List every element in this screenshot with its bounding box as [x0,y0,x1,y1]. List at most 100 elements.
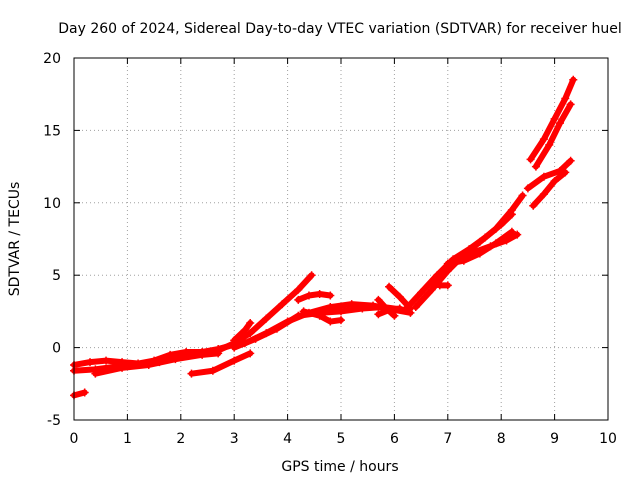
data-point [395,292,404,301]
y-tick-label: 15 [43,123,61,139]
data-point [369,301,378,310]
data-point [427,279,436,288]
y-axis-label: SDTVAR / TECUs [7,182,23,297]
data-point [526,155,535,164]
data-point [374,295,383,304]
data-point [347,300,356,309]
data-point [299,307,308,316]
x-tick-label: 2 [176,431,185,447]
data-point [262,329,271,338]
series-line [530,169,569,209]
data-point [529,201,538,210]
data-point [304,291,313,300]
series-trace-7 [230,318,255,345]
series-trace-19 [427,279,452,290]
data-point [475,237,484,246]
data-point [240,339,249,348]
data-point [187,369,196,378]
data-point [561,94,570,103]
data-point [443,266,452,275]
data-point [569,75,578,84]
data-point [550,177,559,186]
data-point [385,305,394,314]
axis-ticks: 0 1 2 3 4 5 6 7 8 9 10 -5 0 5 10 15 20 [43,51,617,447]
data-point [102,356,111,365]
x-tick-label: 8 [497,431,506,447]
x-tick-label: 1 [123,431,132,447]
data-point [337,316,345,325]
y-tick-label: 0 [52,341,61,357]
data-point [91,369,100,378]
series-layer [70,75,578,400]
data-point [326,291,335,300]
data-point [118,363,127,372]
series-line [532,101,574,170]
data-point [80,388,89,397]
x-tick-label: 10 [599,431,617,447]
data-point [507,206,516,215]
data-point [198,350,207,359]
x-tick-label: 0 [70,431,79,447]
data-point [443,281,452,290]
data-point [539,172,548,181]
series-trace-5 [187,349,255,378]
data-point [454,253,463,262]
data-point [539,135,548,144]
series-trace-18 [454,230,522,262]
x-tick-label: 3 [230,431,239,447]
data-point [278,300,287,309]
data-point [443,259,452,268]
data-point [395,304,404,313]
x-axis-label: GPS time / hours [281,459,398,475]
data-point [337,307,345,316]
data-point [214,346,223,355]
y-tick-label: 5 [52,268,61,284]
data-point [550,114,559,123]
series-trace-10 [294,290,335,304]
data-point [539,190,548,199]
series-line [524,157,574,192]
data-point [566,156,575,165]
data-point [531,162,540,171]
x-tick-label: 9 [550,431,559,447]
data-point [523,184,532,193]
data-point [294,295,303,304]
series-line [300,308,344,325]
y-tick-label: 20 [43,51,61,67]
data-point [326,317,335,326]
data-point [433,271,442,280]
data-point [144,360,153,369]
data-point [240,326,249,335]
series-trace-22 [526,75,578,164]
data-point [326,303,335,312]
series-line [188,350,254,377]
data-point [171,355,180,364]
series-trace-23 [531,100,575,171]
x-tick-label: 7 [443,431,452,447]
chart-title: Day 260 of 2024, Sidereal Day-to-day VTE… [58,21,621,37]
data-point [315,290,324,299]
data-point [315,311,324,320]
y-tick-label: -5 [47,413,61,429]
data-point [230,336,239,345]
series-line [295,291,334,303]
series-trace-13 [374,304,404,319]
data-point [246,349,255,358]
data-point [561,168,570,177]
data-point [86,358,95,367]
x-tick-label: 4 [283,431,292,447]
data-point [262,314,271,323]
data-point [411,303,420,312]
data-point [385,282,394,291]
series-trace-11 [299,307,345,326]
data-point [470,248,479,257]
data-point [401,305,410,314]
data-point [230,343,239,352]
data-point [545,140,554,149]
data-point [283,317,292,326]
x-tick-label: 5 [337,431,346,447]
data-point [502,236,511,245]
data-point [246,329,255,338]
data-point [435,281,444,290]
series-trace-3 [70,388,89,400]
